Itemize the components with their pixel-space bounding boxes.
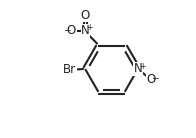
Text: Br: Br xyxy=(63,63,76,76)
Text: +: + xyxy=(139,62,145,71)
Text: O: O xyxy=(146,73,155,86)
Text: +: + xyxy=(86,23,93,32)
Text: O: O xyxy=(81,9,90,22)
Text: −: − xyxy=(151,73,158,82)
Text: N: N xyxy=(81,24,90,37)
Text: −: − xyxy=(64,25,71,34)
Text: N: N xyxy=(133,63,142,75)
Text: O: O xyxy=(67,24,76,37)
